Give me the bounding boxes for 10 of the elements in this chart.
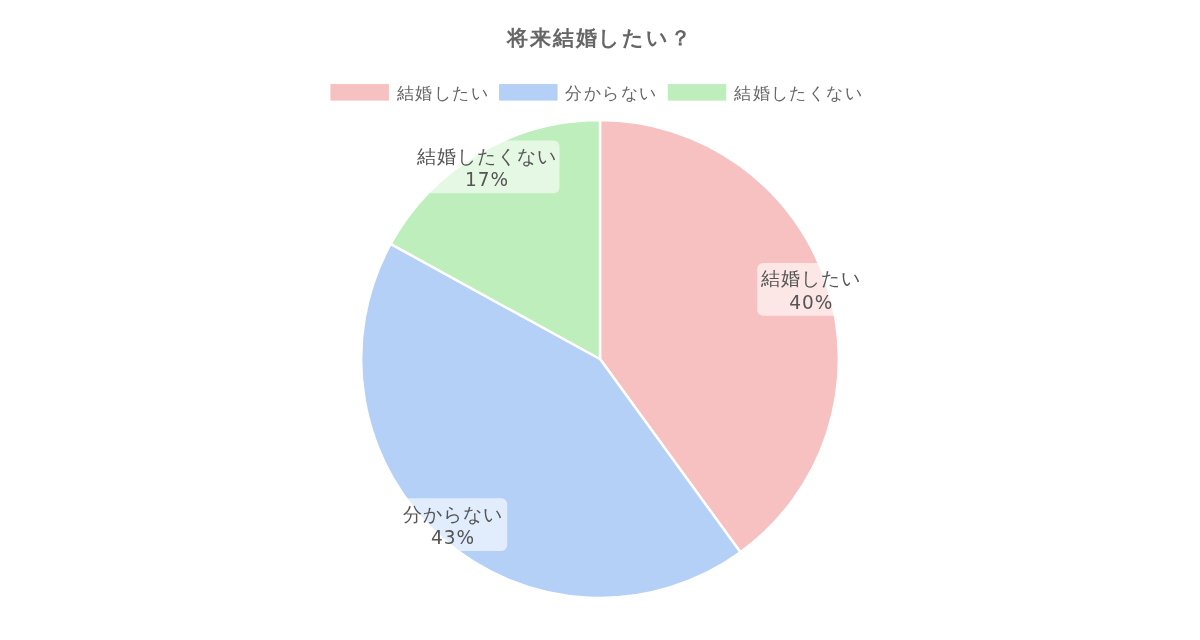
slice-label: 結婚したい [760, 268, 862, 290]
legend-label: 分からない [565, 83, 658, 103]
data-label: 17% [464, 169, 509, 191]
chart-title: 将来結婚したい？ [505, 25, 694, 51]
legend-label: 結婚したくない [733, 83, 864, 103]
slice-label: 結婚したくない [416, 145, 557, 167]
data-label: 40% [789, 291, 834, 313]
data-label: 43% [431, 527, 476, 549]
slice-label: 分からない [403, 503, 504, 525]
legend-label: 結婚したい [395, 83, 490, 103]
